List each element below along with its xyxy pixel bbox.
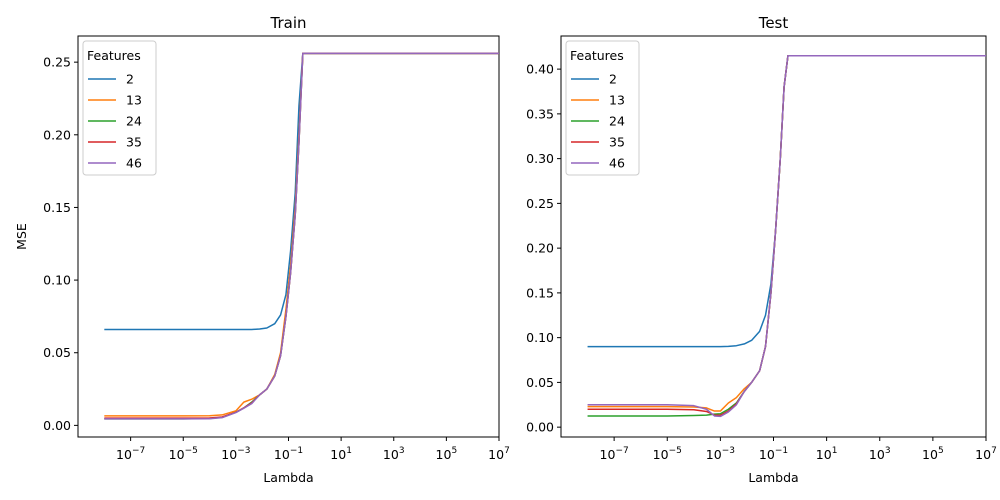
x-tick-label: 107 [488, 446, 510, 462]
x-axis-label: Lambda [263, 470, 313, 485]
legend-label-13: 13 [126, 93, 142, 108]
legend-label-2: 2 [609, 72, 617, 87]
x-tick-label: 103 [869, 446, 891, 462]
x-tick-label: 105 [436, 446, 458, 462]
y-tick-label: 0.40 [526, 62, 554, 77]
x-tick-label: 10−5 [169, 446, 198, 462]
series-line-2 [587, 54, 986, 348]
series-line-24 [587, 54, 986, 417]
x-tick-label: 107 [975, 446, 997, 462]
series-line-13 [587, 54, 986, 412]
x-tick-label: 10−1 [274, 446, 303, 462]
legend-label-35: 35 [126, 135, 142, 150]
y-tick-label: 0.00 [526, 420, 554, 435]
chart-title: Test [758, 14, 789, 32]
y-tick-label: 0.30 [526, 151, 554, 166]
y-tick-label: 0.10 [43, 273, 71, 288]
legend-label-2: 2 [126, 72, 134, 87]
series-line-13 [104, 52, 499, 417]
x-tick-label: 10−5 [653, 446, 682, 462]
series-line-24 [104, 52, 499, 420]
x-tick-label: 10−3 [221, 446, 250, 462]
y-tick-label: 0.20 [526, 241, 554, 256]
chart-panel-0: 0.00 0.05 0.10 0.15 0.20 0.25 10−7 10−5 10−3 10−1… [14, 14, 510, 485]
x-tick-label: 10−7 [116, 446, 145, 462]
legend-label-24: 24 [126, 114, 142, 129]
x-axis-label: Lambda [748, 470, 798, 485]
x-tick-label: 105 [922, 446, 944, 462]
legend: Features 2 13 24 35 46 [565, 40, 640, 176]
y-axis-label: MSE [14, 223, 29, 250]
x-tick-label: 10−7 [600, 446, 629, 462]
legend: Features 2 13 24 35 46 [82, 40, 157, 176]
legend-title: Features [570, 48, 624, 63]
legend-label-46: 46 [609, 156, 625, 171]
y-tick-label: 0.05 [526, 375, 554, 390]
legend-label-46: 46 [126, 156, 142, 171]
x-tick-label: 101 [816, 446, 838, 462]
legend-title: Features [87, 48, 141, 63]
legend-label-24: 24 [609, 114, 625, 129]
series-line-35 [104, 52, 499, 419]
y-tick-label: 0.05 [43, 345, 71, 360]
x-tick-label: 103 [383, 446, 405, 462]
y-tick-label: 0.35 [526, 106, 554, 121]
x-tick-label: 101 [330, 446, 352, 462]
y-tick-label: 0.25 [43, 55, 71, 70]
y-tick-label: 0.10 [526, 330, 554, 345]
x-tick-label: 10−1 [759, 446, 788, 462]
legend-label-35: 35 [609, 135, 625, 150]
y-tick-label: 0.25 [526, 196, 554, 211]
y-tick-label: 0.00 [43, 418, 71, 433]
series-line-46 [587, 54, 986, 418]
chart-panel-1: 0.00 0.05 0.10 0.15 0.20 0.25 0.30 0.35 0.40 10−7… [526, 14, 997, 485]
y-tick-label: 0.20 [43, 127, 71, 142]
series-line-35 [587, 54, 986, 417]
y-tick-label: 0.15 [526, 285, 554, 300]
x-tick-label: 10−3 [706, 446, 735, 462]
legend-label-13: 13 [609, 93, 625, 108]
y-tick-label: 0.15 [43, 200, 71, 215]
series-line-46 [104, 52, 499, 420]
chart-title: Train [270, 14, 307, 32]
